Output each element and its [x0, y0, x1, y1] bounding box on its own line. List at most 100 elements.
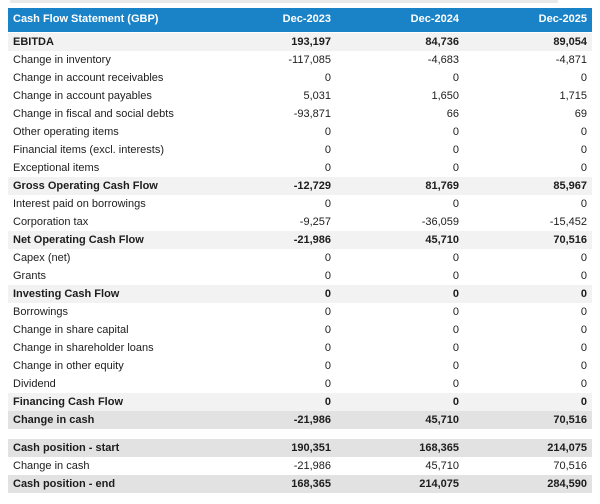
row-label: Borrowings [13, 305, 69, 318]
table-row: Gross Operating Cash Flow -12,729 81,769… [8, 176, 592, 195]
row-value: -93,871 [293, 107, 331, 120]
row-label: EBITDA [13, 35, 54, 48]
row-label: Corporation tax [13, 215, 89, 228]
row-label: Change in account receivables [13, 71, 164, 84]
column-header-dec-2025: Dec-2025 [538, 13, 587, 26]
row-value: 1,650 [431, 89, 459, 102]
row-value: 0 [580, 161, 587, 174]
row-value: -21,986 [293, 233, 331, 246]
table-row: Interest paid on borrowings 0 0 0 [8, 194, 592, 213]
row-label: Net Operating Cash Flow [13, 233, 144, 246]
table-row: Change in shareholder loans 0 0 0 [8, 338, 592, 357]
row-value: 0 [452, 143, 459, 156]
row-value: 168,365 [419, 441, 459, 454]
row-value: 0 [580, 143, 587, 156]
row-label: Change in fiscal and social debts [13, 107, 174, 120]
row-value: 168,365 [291, 477, 331, 490]
row-value: 0 [452, 161, 459, 174]
row-label: Investing Cash Flow [13, 287, 120, 300]
row-label: Change in cash [13, 413, 95, 426]
table-row: Dividend 0 0 0 [8, 374, 592, 393]
row-label: Cash position - start [13, 441, 120, 454]
row-label: Other operating items [13, 125, 119, 138]
table-row: Cash position - start 190,351 168,365 21… [8, 438, 592, 457]
table-row: Grants 0 0 0 [8, 266, 592, 285]
row-value: 0 [324, 395, 331, 408]
table-row: Investing Cash Flow 0 0 0 [8, 284, 592, 303]
row-value: -12,729 [293, 179, 331, 192]
row-value: 70,516 [553, 413, 587, 426]
table-row: Change in other equity 0 0 0 [8, 356, 592, 375]
row-label: Gross Operating Cash Flow [13, 179, 158, 192]
table-row: Net Operating Cash Flow -21,986 45,710 7… [8, 230, 592, 249]
row-value: 70,516 [553, 459, 587, 472]
row-value: 0 [324, 197, 331, 210]
table-body: EBITDA 193,197 84,736 89,054 Change in i… [8, 32, 592, 493]
row-value: 0 [452, 305, 459, 318]
table-row: Financing Cash Flow 0 0 0 [8, 392, 592, 411]
row-value: 0 [580, 251, 587, 264]
row-label: Change in shareholder loans [13, 341, 154, 354]
row-value: 0 [324, 305, 331, 318]
row-value: 45,710 [425, 413, 459, 426]
row-value: 214,075 [547, 441, 587, 454]
row-value: 0 [580, 125, 587, 138]
table-row: Other operating items 0 0 0 [8, 122, 592, 141]
row-label: Change in inventory [13, 53, 111, 66]
row-value: 70,516 [553, 233, 587, 246]
table-row: Change in cash -21,986 45,710 70,516 [8, 410, 592, 429]
row-value: 0 [580, 341, 587, 354]
row-value: 0 [580, 269, 587, 282]
row-value: -9,257 [299, 215, 331, 228]
row-value: -36,059 [421, 215, 459, 228]
row-label: Change in cash [13, 459, 90, 472]
table-row: Change in account payables 5,031 1,650 1… [8, 86, 592, 105]
row-value: 0 [580, 197, 587, 210]
row-value: 0 [452, 341, 459, 354]
column-header-dec-2024: Dec-2024 [410, 13, 459, 26]
row-value: 190,351 [291, 441, 331, 454]
row-value: 0 [580, 71, 587, 84]
row-value: 0 [324, 251, 331, 264]
row-label: Financing Cash Flow [13, 395, 124, 408]
row-value: 0 [452, 359, 459, 372]
row-label: Change in account payables [13, 89, 152, 102]
row-value: -4,871 [555, 53, 587, 66]
table-row: Exceptional items 0 0 0 [8, 158, 592, 177]
row-value: 0 [324, 323, 331, 336]
row-value: 0 [324, 341, 331, 354]
row-value: 85,967 [553, 179, 587, 192]
row-value: 0 [324, 71, 331, 84]
section-gap [8, 428, 592, 439]
row-value: 0 [452, 251, 459, 264]
row-value: 89,054 [553, 35, 587, 48]
row-value: 0 [324, 143, 331, 156]
row-value: 0 [452, 377, 459, 390]
row-value: 214,075 [419, 477, 459, 490]
row-value: 66 [446, 107, 459, 120]
row-value: 81,769 [425, 179, 459, 192]
row-value: -21,986 [293, 459, 331, 472]
row-value: 0 [452, 269, 459, 282]
row-label: Interest paid on borrowings [13, 197, 146, 210]
row-value: 0 [580, 359, 587, 372]
table-row: Corporation tax -9,257 -36,059 -15,452 [8, 212, 592, 231]
row-value: 0 [452, 395, 459, 408]
table-row: Cash position - end 168,365 214,075 284,… [8, 474, 592, 493]
table-row: Change in fiscal and social debts -93,87… [8, 104, 592, 123]
row-value: 0 [324, 161, 331, 174]
row-value: 284,590 [547, 477, 587, 490]
row-label: Capex (net) [13, 251, 71, 264]
table-row: Capex (net) 0 0 0 [8, 248, 592, 267]
row-value: 0 [452, 197, 459, 210]
row-value: 0 [580, 395, 587, 408]
row-value: -117,085 [288, 53, 331, 66]
table-row: EBITDA 193,197 84,736 89,054 [8, 32, 592, 51]
table-row: Change in share capital 0 0 0 [8, 320, 592, 339]
row-value: 0 [452, 125, 459, 138]
column-header-dec-2023: Dec-2023 [282, 13, 331, 26]
row-label: Grants [13, 269, 47, 282]
row-value: 0 [452, 71, 459, 84]
table-row: Change in inventory -117,085 -4,683 -4,8… [8, 50, 592, 69]
